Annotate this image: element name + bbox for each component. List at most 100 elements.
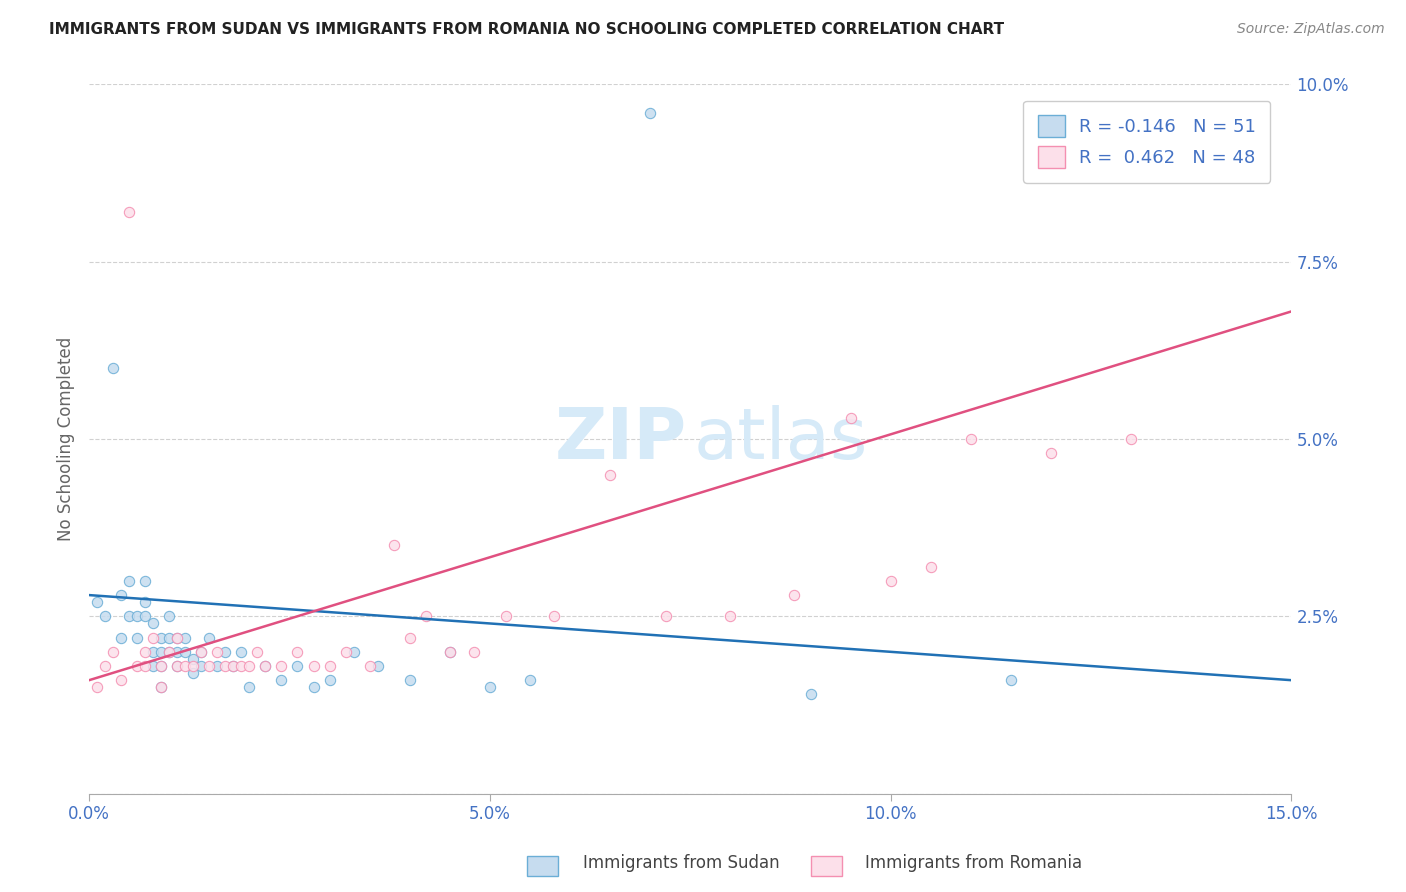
Point xyxy=(1039,446,1062,460)
Point xyxy=(270,659,292,673)
Point xyxy=(94,659,117,673)
Point xyxy=(86,595,108,609)
Point xyxy=(799,687,821,701)
Point xyxy=(150,659,173,673)
Point xyxy=(1121,432,1143,446)
Point xyxy=(110,588,132,602)
Text: Immigrants from Romania: Immigrants from Romania xyxy=(865,855,1081,872)
Point xyxy=(181,652,204,666)
Point xyxy=(150,631,173,645)
Point xyxy=(101,361,124,376)
Point xyxy=(157,645,180,659)
Point xyxy=(127,659,149,673)
Point xyxy=(142,616,165,631)
Text: ZIP: ZIP xyxy=(554,405,686,474)
Point xyxy=(181,659,204,673)
Point xyxy=(231,659,253,673)
Point xyxy=(839,410,862,425)
Point xyxy=(110,631,132,645)
Point xyxy=(398,673,420,688)
Point xyxy=(398,631,420,645)
Point xyxy=(134,659,156,673)
Point xyxy=(718,609,741,624)
Legend: R = -0.146   N = 51, R =  0.462   N = 48: R = -0.146 N = 51, R = 0.462 N = 48 xyxy=(1024,101,1271,183)
Y-axis label: No Schooling Completed: No Schooling Completed xyxy=(58,337,75,541)
Point xyxy=(86,681,108,695)
Point xyxy=(287,659,309,673)
Point xyxy=(238,681,260,695)
Point xyxy=(246,645,269,659)
Point xyxy=(302,681,325,695)
Point xyxy=(166,631,188,645)
Point xyxy=(127,631,149,645)
Point xyxy=(207,645,229,659)
Text: IMMIGRANTS FROM SUDAN VS IMMIGRANTS FROM ROMANIA NO SCHOOLING COMPLETED CORRELAT: IMMIGRANTS FROM SUDAN VS IMMIGRANTS FROM… xyxy=(49,22,1004,37)
Point xyxy=(142,659,165,673)
Point xyxy=(222,659,245,673)
Point xyxy=(254,659,277,673)
Point xyxy=(519,673,541,688)
Point xyxy=(439,645,461,659)
Point xyxy=(134,645,156,659)
Point xyxy=(157,631,180,645)
Point xyxy=(150,681,173,695)
Point xyxy=(335,645,357,659)
Point xyxy=(142,631,165,645)
Point xyxy=(118,609,141,624)
Point xyxy=(190,645,212,659)
Point xyxy=(287,645,309,659)
Point xyxy=(150,659,173,673)
Point xyxy=(150,681,173,695)
Point xyxy=(959,432,981,446)
Point xyxy=(599,467,621,482)
Point xyxy=(157,609,180,624)
Point xyxy=(181,666,204,681)
Text: atlas: atlas xyxy=(695,405,869,474)
Point xyxy=(382,538,405,552)
Point xyxy=(174,645,197,659)
Point xyxy=(302,659,325,673)
Point xyxy=(150,645,173,659)
Point xyxy=(359,659,381,673)
Point xyxy=(214,645,236,659)
Point xyxy=(118,574,141,588)
Point xyxy=(190,645,212,659)
Point xyxy=(879,574,901,588)
Point xyxy=(174,659,197,673)
Point xyxy=(134,595,156,609)
Point xyxy=(270,673,292,688)
Point xyxy=(318,659,340,673)
Point xyxy=(166,631,188,645)
Point xyxy=(166,659,188,673)
Point xyxy=(198,659,221,673)
Point xyxy=(439,645,461,659)
Point xyxy=(463,645,485,659)
Point xyxy=(198,631,221,645)
Point xyxy=(101,645,124,659)
Point xyxy=(94,609,117,624)
Point xyxy=(134,609,156,624)
Point xyxy=(342,645,364,659)
Point xyxy=(157,645,180,659)
Point xyxy=(655,609,678,624)
Point xyxy=(367,659,389,673)
Point xyxy=(142,645,165,659)
Point xyxy=(118,205,141,219)
Point xyxy=(783,588,806,602)
Point xyxy=(238,659,260,673)
Point xyxy=(190,659,212,673)
Point xyxy=(478,681,501,695)
Text: Source: ZipAtlas.com: Source: ZipAtlas.com xyxy=(1237,22,1385,37)
Point xyxy=(214,659,236,673)
Point xyxy=(231,645,253,659)
Point xyxy=(134,574,156,588)
Point xyxy=(110,673,132,688)
Text: Immigrants from Sudan: Immigrants from Sudan xyxy=(583,855,780,872)
Point xyxy=(318,673,340,688)
Point xyxy=(1000,673,1022,688)
Point xyxy=(638,105,661,120)
Point xyxy=(495,609,517,624)
Point xyxy=(254,659,277,673)
Point xyxy=(543,609,565,624)
Point xyxy=(222,659,245,673)
